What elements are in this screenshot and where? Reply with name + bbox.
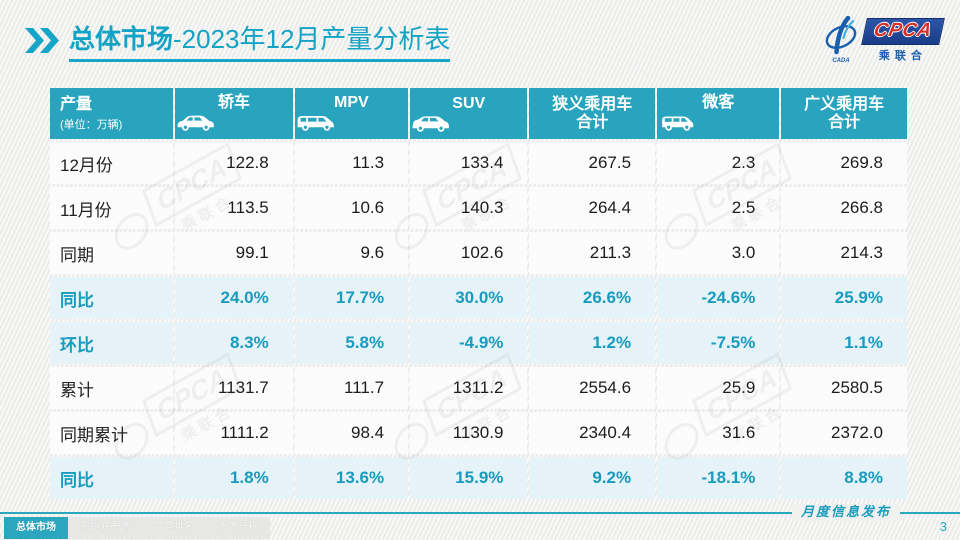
publication-label: 月度信息发布 [791,504,900,521]
cell: 267.5 [529,142,656,184]
col-header-sedan: 轿车 [175,88,293,139]
cell: 30.0% [410,277,528,319]
logo-cada-text: CADA [832,58,850,64]
cell: -24.6% [657,277,780,319]
row-label: 同期 [50,232,174,274]
cell: 140.3 [410,187,528,229]
cell: 269.8 [781,142,907,184]
tab-market-analysis[interactable]: 市场分析 [218,522,258,533]
logo-acronym: CPCA [871,19,935,41]
cell: 99.1 [175,232,293,274]
microvan-icon [657,113,779,133]
cell: 1.1% [781,322,907,364]
cell: 13.6% [294,457,409,499]
logo-cn-name: 乘联合 [878,49,927,62]
cell: 214.3 [781,232,907,274]
slide-header: 总体市场-2023年12月产量分析表 [24,24,451,62]
row-label: 11月份 [50,187,174,229]
cell: 11.3 [294,142,409,184]
double-chevron-right-icon [24,27,60,54]
col-header-mpv: MPV [294,88,409,139]
cell: 2554.6 [529,367,656,409]
mpv-icon [295,113,408,133]
col-header-narrow-pv: 狭义乘用车 合计 [529,88,656,139]
cell: 25.9 [657,367,780,409]
cell: 133.4 [410,142,528,184]
cell: 15.9% [410,457,528,499]
table-row-yoy: 同比 24.0% 17.7% 30.0% 26.6% -24.6% 25.9% [50,277,907,319]
cell: 113.5 [175,187,293,229]
cell: -18.1% [657,457,780,499]
production-table: 产量 (单位：万辆) 轿车 [48,85,909,502]
row-label: 同期累计 [50,412,174,454]
row-label: 累计 [50,367,174,409]
tab-manufacturer-ranking[interactable]: 厂商排名 [154,522,194,533]
page-title: 总体市场-2023年12月产量分析表 [69,24,451,62]
cell: -7.5% [657,322,780,364]
cell: 9.6 [294,232,409,274]
cell: 31.6 [657,412,780,454]
cell: 5.8% [294,322,409,364]
page-title-secondary: -2023年12月产量分析表 [173,24,451,54]
col-header-output-label: 产量 [60,95,93,113]
cell: 1.2% [529,322,656,364]
table-header-row: 产量 (单位：万辆) 轿车 [50,88,907,139]
col-header-broad-pv: 广义乘用车 合计 [781,88,907,139]
cell: 26.6% [529,277,656,319]
cpca-logo: CADA CPCA 乘联合 [822,14,946,66]
cell: 17.7% [294,277,409,319]
table-row-december: 12月份 122.8 11.3 133.4 267.5 2.3 269.8 [50,142,907,184]
footer-divider [0,512,960,514]
unit-note: (单位：万辆) [60,118,123,131]
cell: 25.9% [781,277,907,319]
cell: 266.8 [781,187,907,229]
row-label: 12月份 [50,142,174,184]
page-title-primary: 总体市场 [69,24,174,54]
cell: 1130.9 [410,412,528,454]
row-label: 同比 [50,457,174,499]
cell: 1311.2 [410,367,528,409]
table-row-same-period: 同期 99.1 9.6 102.6 211.3 3.0 214.3 [50,232,907,274]
cell: 8.8% [781,457,907,499]
logo-plate: CPCA [861,17,945,45]
cell: 2580.5 [781,367,907,409]
cell: 211.3 [529,232,656,274]
table-row-november: 11月份 113.5 10.6 140.3 264.4 2.5 266.8 [50,187,907,229]
col-header-suv: SUV [410,88,528,139]
row-label: 同比 [50,277,174,319]
footer-nav-tabs: 总体市场 新能源市场 厂商排名 市场分析 [4,517,270,539]
col-header-microvan: 微客 [657,88,780,139]
cell: 2340.4 [529,412,656,454]
cell: 1.8% [175,457,293,499]
cell: 8.3% [175,322,293,364]
table-row-same-period-cumulative: 同期累计 1111.2 98.4 1130.9 2340.4 31.6 2372… [50,412,907,454]
sedan-icon [175,113,292,133]
cpca-swoosh-icon: CADA [822,16,860,64]
cell: 1131.7 [175,367,293,409]
table-row-mom: 环比 8.3% 5.8% -4.9% 1.2% -7.5% 1.1% [50,322,907,364]
cell: 10.6 [294,187,409,229]
cell: 98.4 [294,412,409,454]
cell: 1111.2 [175,412,293,454]
cell: 24.0% [175,277,293,319]
tab-overall-market[interactable]: 总体市场 [4,517,68,539]
cell: 2.5 [657,187,780,229]
cell: 9.2% [529,457,656,499]
table-row-cumulative-yoy: 同比 1.8% 13.6% 15.9% 9.2% -18.1% 8.8% [50,457,907,499]
cell: 264.4 [529,187,656,229]
suv-icon [410,114,527,134]
page-number: 3 [939,519,947,534]
table-row-cumulative: 累计 1131.7 111.7 1311.2 2554.6 25.9 2580.… [50,367,907,409]
cell: 3.0 [657,232,780,274]
cell: 111.7 [294,367,409,409]
cell: 102.6 [410,232,528,274]
cell: 2.3 [657,142,780,184]
cell: 2372.0 [781,412,907,454]
cell: -4.9% [410,322,528,364]
row-label: 环比 [50,322,174,364]
cell: 122.8 [175,142,293,184]
col-header-output: 产量 (单位：万辆) [50,88,174,139]
tab-nev-market[interactable]: 新能源市场 [80,522,130,533]
